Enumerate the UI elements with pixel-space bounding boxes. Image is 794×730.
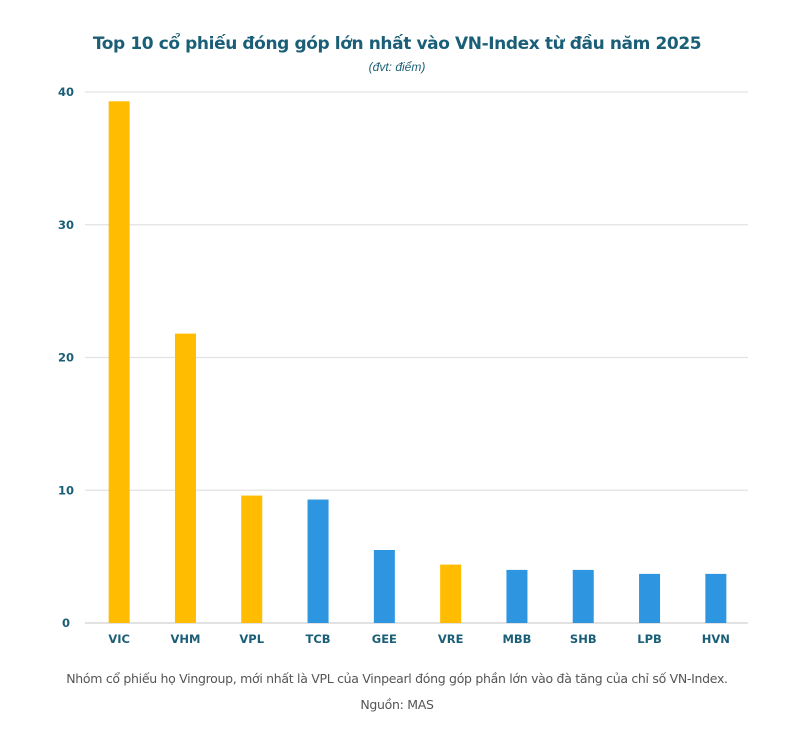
bar-vhm: [174, 333, 196, 623]
x-tick-label: MBB: [502, 632, 531, 646]
x-tick-label: SHB: [570, 632, 597, 646]
x-tick-label: HVN: [702, 632, 730, 646]
bar-vic: [108, 101, 130, 624]
y-tick-label: 40: [58, 85, 74, 99]
bar-tcb: [307, 499, 329, 623]
bar-vre: [440, 564, 462, 623]
y-axis-ticks: 0 10 20 30 40: [58, 85, 74, 630]
x-tick-label: VRE: [438, 632, 464, 646]
bar-vpl: [241, 495, 263, 623]
x-tick-label: VIC: [108, 632, 130, 646]
y-tick-label: 20: [58, 351, 74, 365]
bar-shb: [572, 569, 594, 623]
y-tick-label: 0: [62, 616, 70, 630]
y-tick-label: 10: [58, 483, 74, 497]
bar-mbb: [506, 569, 528, 623]
chart-subtitle: (đvt: điểm): [368, 60, 426, 74]
x-tick-label: TCB: [306, 632, 331, 646]
figure-caption: Nhóm cổ phiếu họ Vingroup, mới nhất là V…: [66, 671, 728, 712]
y-tick-label: 30: [58, 218, 74, 232]
bar-chart: 0 10 20 30 40 VIC VHM VPL TCB GEE VRE MBB SHB LPB HVN: [58, 85, 748, 646]
chart-title: Top 10 cổ phiếu đóng góp lớn nhất vào VN…: [92, 34, 702, 54]
x-tick-label: VPL: [239, 632, 264, 646]
bar-hvn: [705, 573, 727, 623]
bar-lpb: [639, 573, 661, 623]
x-tick-label: GEE: [372, 632, 397, 646]
x-axis-ticks: VIC VHM VPL TCB GEE VRE MBB SHB LPB HVN: [108, 632, 730, 646]
bars: [108, 101, 727, 624]
x-tick-label: LPB: [637, 632, 662, 646]
bar-gee: [373, 549, 395, 623]
x-tick-label: VHM: [170, 632, 200, 646]
